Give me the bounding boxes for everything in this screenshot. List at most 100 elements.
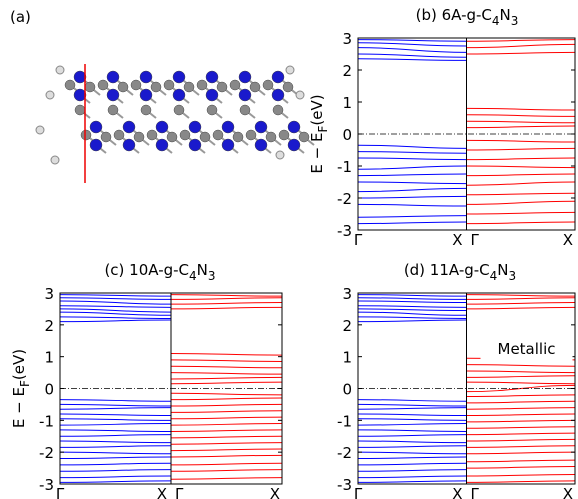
hydrogen-atom xyxy=(46,91,54,99)
y-tick-label: -2 xyxy=(39,444,54,462)
carbon-atom xyxy=(230,80,240,90)
hydrogen-atom xyxy=(56,66,64,74)
band-line xyxy=(358,317,467,319)
band-line xyxy=(358,166,467,169)
band-line xyxy=(467,414,576,416)
nitrogen-atom xyxy=(222,139,234,151)
band-line xyxy=(358,145,467,148)
band-line xyxy=(358,48,467,53)
carbon-atom xyxy=(283,82,293,92)
band-line xyxy=(467,52,576,54)
nitrogen-atom xyxy=(173,89,185,101)
x-tick-label: X xyxy=(270,485,280,499)
band-line xyxy=(467,115,576,117)
band-line xyxy=(171,470,282,472)
carbon-atom xyxy=(118,82,128,92)
band-line xyxy=(467,193,576,195)
panel-title: (c) 10A-g-C4N3 xyxy=(104,261,215,283)
nitrogen-atom xyxy=(222,121,234,133)
y-tick-label: 1 xyxy=(44,349,54,367)
figure: (a) -3-2-10123ΓXΓX(b) 6A-g-C4N3E − EF(eV… xyxy=(0,0,578,499)
band-line xyxy=(171,298,282,300)
nitrogen-atom xyxy=(288,139,300,151)
text-part: E − E xyxy=(10,387,28,428)
x-tick-label: Γ xyxy=(354,231,363,249)
nitrogen-atom xyxy=(107,71,119,83)
band-line xyxy=(358,188,467,191)
band-line xyxy=(60,470,171,472)
band-line xyxy=(467,420,576,422)
band-line xyxy=(467,108,576,110)
carbon-atom xyxy=(273,105,283,115)
text-part: N xyxy=(500,6,511,24)
band-line xyxy=(467,371,576,373)
carbon-atom xyxy=(114,130,124,140)
carbon-atom xyxy=(131,80,141,90)
band-line xyxy=(358,196,467,198)
x-tick-label: Γ xyxy=(471,231,480,249)
band-line xyxy=(467,466,576,468)
band-line xyxy=(467,452,576,454)
band-line xyxy=(60,301,171,304)
band-line xyxy=(60,312,171,315)
carbon-atom xyxy=(233,132,243,142)
text-part: N xyxy=(497,261,508,279)
carbon-atom xyxy=(200,132,210,142)
hydrogen-atom xyxy=(296,91,304,99)
y-tick-label: 3 xyxy=(342,285,352,303)
carbon-atom xyxy=(217,82,227,92)
x-tick-label: X xyxy=(452,231,462,249)
band-line xyxy=(358,158,467,160)
band-line xyxy=(467,158,576,160)
nitrogen-atom xyxy=(107,89,119,101)
band-line xyxy=(467,401,576,403)
text-part: N xyxy=(197,261,208,279)
band-line xyxy=(60,414,171,416)
panel-title: (b) 6A-g-C4N3 xyxy=(416,6,519,28)
y-tick-label: 0 xyxy=(342,126,352,144)
band-line xyxy=(358,404,467,406)
band-line xyxy=(467,212,576,214)
band-line xyxy=(358,182,467,184)
band-line xyxy=(171,353,282,355)
x-tick-label: Γ xyxy=(175,485,184,499)
carbon-atom xyxy=(279,130,289,140)
band-line xyxy=(358,452,467,454)
x-tick-label: X xyxy=(563,485,573,499)
nitrogen-atom xyxy=(156,121,168,133)
band-line xyxy=(358,312,467,315)
band-line xyxy=(358,419,467,421)
band-line xyxy=(171,430,282,432)
band-line xyxy=(60,408,171,410)
text-part: (b) 6A-g-C xyxy=(416,6,492,24)
carbon-atom xyxy=(180,130,190,140)
band-line xyxy=(467,126,576,128)
carbon-atom xyxy=(101,132,111,142)
band-line xyxy=(467,460,576,462)
band-line xyxy=(60,317,171,319)
band-line xyxy=(358,43,467,46)
x-tick-label: X xyxy=(157,485,167,499)
band-line xyxy=(60,435,171,437)
band-line xyxy=(358,430,467,432)
nitrogen-atom xyxy=(239,89,251,101)
x-tick-label: X xyxy=(452,485,462,499)
band-line xyxy=(171,360,282,362)
band-line xyxy=(60,446,171,448)
band-line xyxy=(358,408,467,410)
hydrogen-atom xyxy=(286,66,294,74)
carbon-atom xyxy=(134,132,144,142)
carbon-atom xyxy=(75,105,85,115)
band-line xyxy=(171,398,282,400)
band-line xyxy=(467,365,576,367)
x-tick-label: Γ xyxy=(471,485,480,499)
band-line xyxy=(171,303,282,305)
carbon-atom xyxy=(108,105,118,115)
band-line xyxy=(60,419,171,421)
band-line xyxy=(467,474,576,476)
y-tick-label: 3 xyxy=(342,30,352,48)
x-tick-label: Γ xyxy=(354,485,363,499)
band-line xyxy=(467,382,576,384)
band-line xyxy=(60,441,171,443)
text-part: (eV) xyxy=(308,94,326,125)
